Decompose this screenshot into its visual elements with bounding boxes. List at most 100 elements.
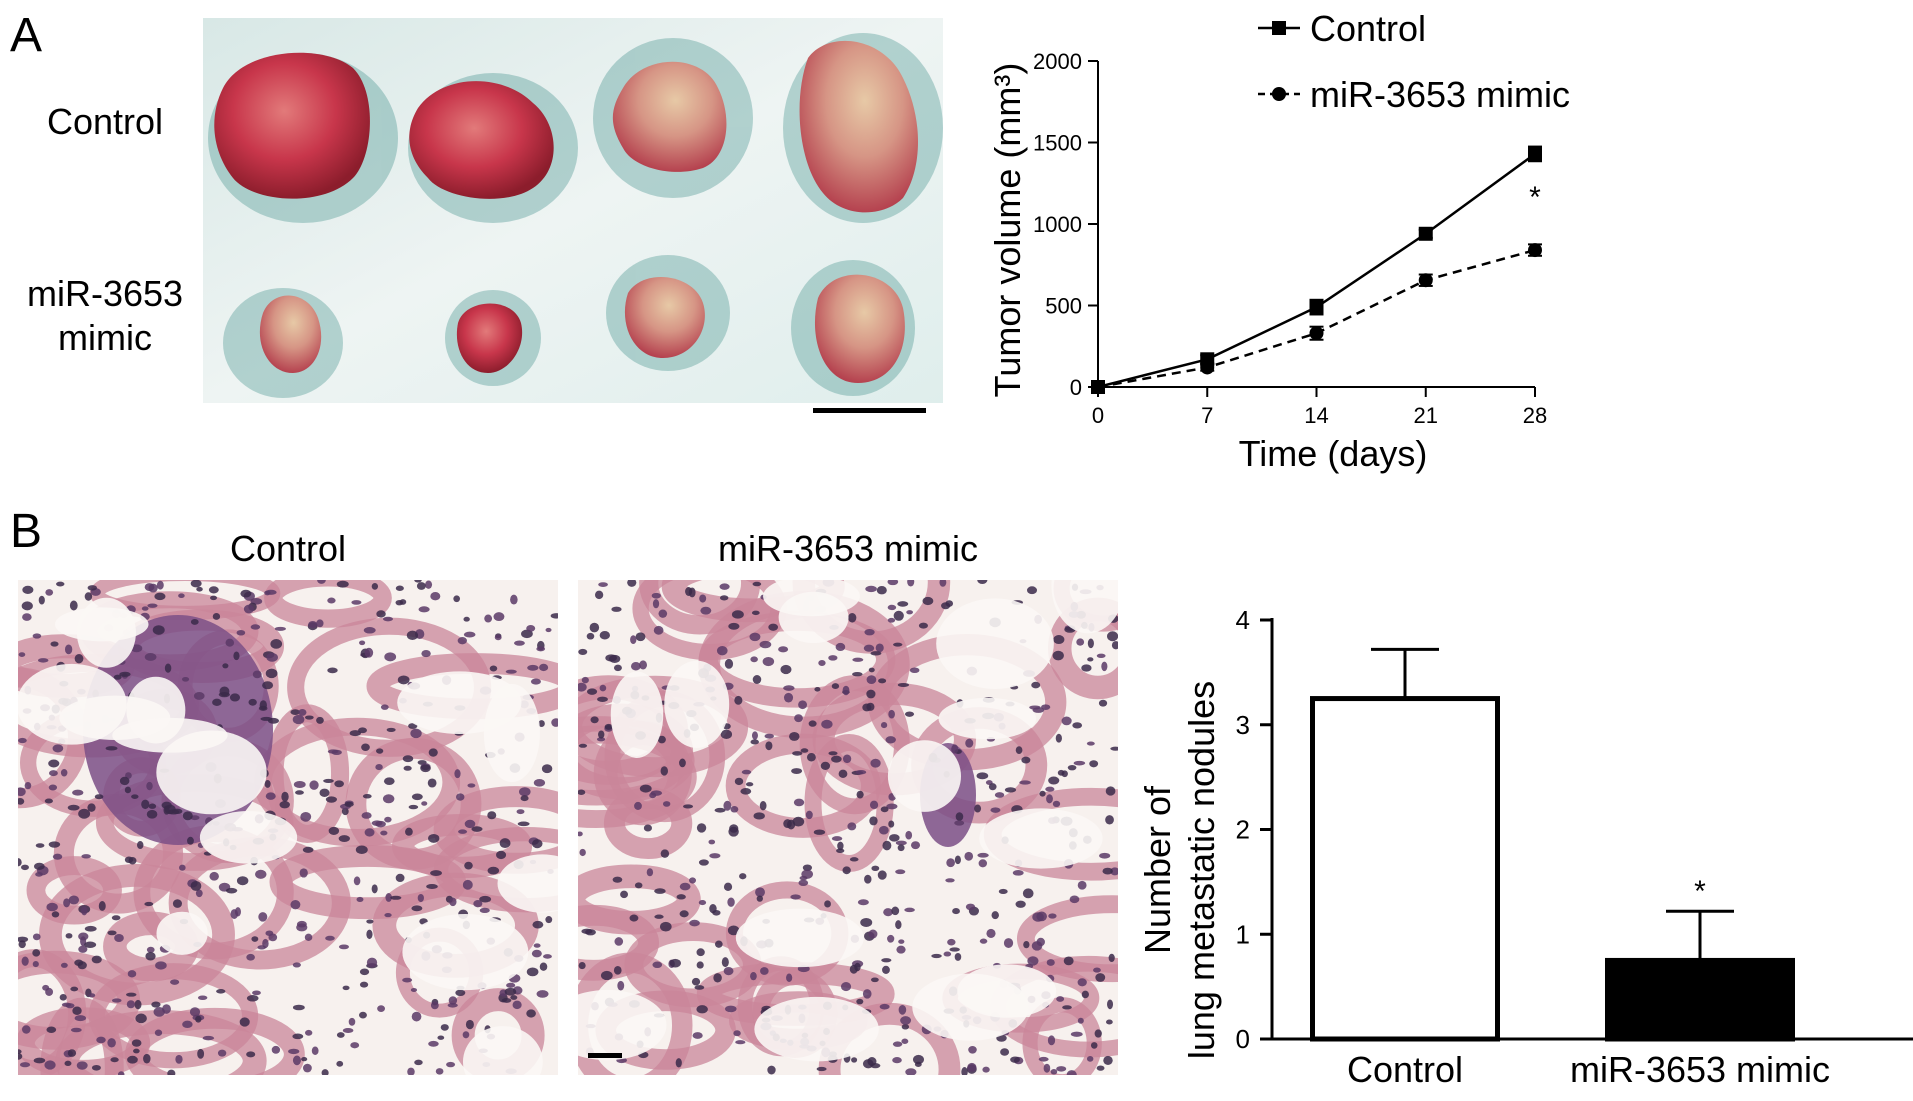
cell-nucleus xyxy=(248,698,257,706)
cell-nucleus xyxy=(146,781,153,791)
cell-nucleus xyxy=(70,1027,82,1033)
line-y-axis-label: Tumor volume (mm³) xyxy=(987,63,1028,398)
cell-nucleus xyxy=(824,900,831,908)
cell-nucleus xyxy=(94,794,104,800)
tumor-mimic-1 xyxy=(259,295,322,373)
cell-nucleus xyxy=(658,609,668,618)
cell-nucleus xyxy=(163,805,170,815)
cell-nucleus xyxy=(578,682,587,692)
cell-nucleus xyxy=(46,1026,57,1033)
cell-nucleus xyxy=(806,753,816,762)
cell-nucleus xyxy=(144,901,154,907)
cell-nucleus xyxy=(38,595,45,605)
cell-nucleus xyxy=(427,778,437,788)
cell-nucleus xyxy=(842,754,852,764)
cell-nucleus xyxy=(111,998,122,1003)
cell-nucleus xyxy=(292,714,305,725)
cell-nucleus xyxy=(265,589,277,595)
cell-nucleus xyxy=(730,806,739,813)
cell-nucleus xyxy=(408,804,419,810)
cell-nucleus xyxy=(887,617,896,623)
cell-nucleus xyxy=(728,622,740,630)
cell-nucleus xyxy=(629,914,639,922)
cell-nucleus xyxy=(162,1004,171,1014)
cell-nucleus xyxy=(296,920,307,928)
cell-nucleus xyxy=(1063,956,1074,966)
cell-nucleus xyxy=(325,935,335,941)
tumor-control-1 xyxy=(214,52,370,199)
cell-nucleus xyxy=(496,850,507,860)
cell-nucleus xyxy=(446,1061,456,1068)
line-y-tick-label: 500 xyxy=(1045,294,1082,319)
cell-nucleus xyxy=(1099,852,1111,859)
cell-nucleus xyxy=(792,751,803,756)
bar-chart-bars: Control miR-3653 mimic * xyxy=(1310,647,1830,1090)
cell-nucleus xyxy=(349,730,361,737)
cell-nucleus xyxy=(851,1057,858,1063)
cell-nucleus xyxy=(35,843,45,848)
cell-nucleus xyxy=(317,580,326,584)
cell-nucleus xyxy=(416,582,426,590)
cell-nucleus xyxy=(355,845,368,854)
cell-nucleus xyxy=(267,717,280,724)
cell-nucleus xyxy=(646,868,654,877)
tumor-mimic-3 xyxy=(624,276,705,358)
cell-nucleus xyxy=(654,914,664,919)
scale-bar xyxy=(813,408,926,413)
cell-nucleus xyxy=(609,654,621,663)
cell-nucleus xyxy=(271,1045,281,1054)
cell-nucleus xyxy=(309,780,319,790)
cell-nucleus xyxy=(411,793,423,801)
cell-nucleus xyxy=(124,786,132,794)
cell-nucleus xyxy=(539,663,549,672)
cell-nucleus xyxy=(268,933,278,942)
air-space xyxy=(979,808,1103,869)
cell-nucleus xyxy=(578,831,583,837)
cell-nucleus xyxy=(751,731,758,740)
cell-nucleus xyxy=(46,902,58,912)
cell-nucleus xyxy=(24,781,32,790)
cell-nucleus xyxy=(759,800,767,811)
cell-nucleus xyxy=(536,646,546,652)
cell-nucleus xyxy=(878,678,887,684)
cell-nucleus xyxy=(420,764,431,773)
cell-nucleus xyxy=(897,601,909,607)
cell-nucleus xyxy=(1081,664,1092,672)
cell-nucleus xyxy=(517,821,530,827)
line-x-tick-label: 7 xyxy=(1201,403,1213,428)
cell-nucleus xyxy=(954,952,962,961)
cell-nucleus xyxy=(74,653,84,664)
cell-nucleus xyxy=(21,956,29,966)
cell-nucleus xyxy=(44,1060,56,1070)
cell-nucleus xyxy=(364,647,374,658)
cell-nucleus xyxy=(351,600,362,605)
cell-nucleus xyxy=(421,649,431,658)
cell-nucleus xyxy=(1052,650,1064,661)
cell-nucleus xyxy=(350,1042,360,1049)
cell-nucleus xyxy=(384,912,392,918)
cell-nucleus xyxy=(1103,1055,1113,1066)
cell-nucleus xyxy=(455,989,466,997)
cell-nucleus xyxy=(897,682,910,688)
line-significance-mark: * xyxy=(1529,181,1541,214)
cell-nucleus xyxy=(127,970,137,978)
cell-nucleus xyxy=(947,938,956,946)
air-space xyxy=(664,660,730,748)
cell-nucleus xyxy=(105,746,118,751)
cell-nucleus xyxy=(896,945,906,954)
cell-nucleus xyxy=(366,957,378,968)
cell-nucleus xyxy=(471,826,483,832)
cell-nucleus xyxy=(414,1059,423,1066)
cell-nucleus xyxy=(857,899,869,906)
cell-nucleus xyxy=(865,585,877,593)
bar-y-tick-label: 2 xyxy=(1236,815,1250,845)
air-space xyxy=(483,683,540,783)
cell-nucleus xyxy=(778,646,789,653)
cell-nucleus xyxy=(877,870,887,880)
cell-nucleus xyxy=(292,962,301,968)
cell-nucleus xyxy=(986,928,996,938)
cell-nucleus xyxy=(885,736,896,744)
cell-nucleus xyxy=(979,938,988,944)
cell-nucleus xyxy=(52,744,64,753)
cell-nucleus xyxy=(209,871,219,881)
